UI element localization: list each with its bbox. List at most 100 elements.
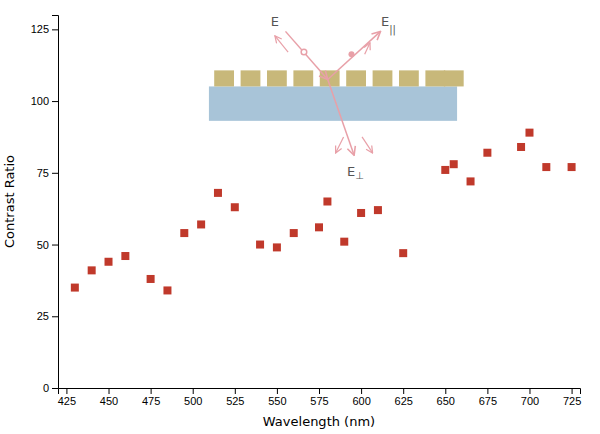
arrow — [275, 36, 288, 52]
tick: 425 — [58, 388, 76, 407]
point — [163, 286, 171, 294]
inset: EE||E⊥ — [209, 14, 464, 180]
nanowire — [214, 70, 234, 86]
point — [121, 252, 129, 260]
tick: 75 — [37, 167, 58, 179]
point — [214, 189, 222, 197]
axis-line — [59, 389, 581, 395]
point — [568, 163, 576, 171]
nanowire — [241, 70, 261, 86]
filled-circle — [348, 51, 354, 57]
tick: 725 — [563, 388, 581, 407]
tick-label: 450 — [100, 395, 118, 407]
tick-label: 625 — [395, 395, 413, 407]
point — [88, 266, 96, 274]
tick-label: 25 — [37, 310, 49, 322]
axis-line — [52, 16, 59, 389]
point — [399, 249, 407, 257]
tick-label: 700 — [521, 395, 539, 407]
points — [71, 129, 576, 295]
chart: 4254504755005255505756006256506757007250… — [0, 0, 600, 434]
point — [525, 129, 533, 137]
tick-mark — [361, 388, 362, 394]
nanowire — [373, 70, 393, 86]
tick: 600 — [352, 388, 370, 407]
point — [231, 203, 239, 211]
point — [105, 258, 113, 266]
tick: 100 — [31, 95, 58, 107]
x-axis-title: Wavelength (nm) — [263, 414, 375, 429]
tick: 475 — [142, 388, 160, 407]
nanowire — [346, 70, 366, 86]
tick-label: 675 — [479, 395, 497, 407]
point — [147, 275, 155, 283]
tick-mark — [277, 388, 278, 394]
plot: 4254504755005255505756006256506757007250… — [31, 16, 582, 407]
point — [197, 220, 205, 228]
annotation: E⊥ — [347, 163, 364, 180]
tick-mark — [52, 29, 58, 30]
tick: 675 — [479, 388, 497, 407]
tick-label: 50 — [37, 239, 49, 251]
nanowire — [399, 70, 419, 86]
point — [357, 209, 365, 217]
tick-label: 500 — [184, 395, 202, 407]
tick: 25 — [37, 310, 58, 322]
y-axis: 0 25 50 75 100 125 — [31, 16, 59, 395]
tick: 500 — [184, 388, 202, 407]
point — [256, 241, 264, 249]
substrate — [209, 86, 457, 120]
tick-label: 600 — [352, 395, 370, 407]
tick: 125 — [31, 23, 58, 35]
open-circle — [301, 49, 307, 55]
tick-mark — [319, 388, 320, 394]
point — [323, 198, 331, 206]
tick: 700 — [521, 388, 539, 407]
point — [290, 229, 298, 237]
point — [441, 166, 449, 174]
point — [315, 223, 323, 231]
x-axis: 425 450 475 500 525 550 575 600 625 650 675 700 725 — [58, 388, 582, 407]
tick-mark — [529, 388, 530, 394]
tick: 525 — [226, 388, 244, 407]
arrow — [362, 137, 373, 153]
nanowire — [267, 70, 287, 86]
arrow — [336, 137, 344, 153]
y-axis-title: Contrast Ratio — [2, 155, 17, 248]
point — [542, 163, 550, 171]
tick-label: 475 — [142, 395, 160, 407]
point — [450, 160, 458, 168]
tick-label: 100 — [31, 95, 49, 107]
tick-label: 425 — [58, 395, 76, 407]
nanowire — [293, 70, 313, 86]
point — [273, 243, 281, 251]
nanowire — [444, 70, 464, 86]
tick-mark — [109, 388, 110, 394]
tick: 550 — [268, 388, 286, 407]
tick-mark — [193, 388, 194, 394]
annotation: E — [271, 14, 279, 29]
arrow — [285, 31, 327, 79]
tick-label: 125 — [31, 23, 49, 35]
point — [180, 229, 188, 237]
tick-label: 0 — [43, 382, 49, 394]
tick-mark — [66, 388, 67, 394]
point — [340, 238, 348, 246]
point — [71, 284, 79, 292]
tick-mark — [445, 388, 446, 394]
tick: 450 — [100, 388, 118, 407]
tick-label: 575 — [310, 395, 328, 407]
tick: 625 — [395, 388, 413, 407]
tick: 575 — [310, 388, 328, 407]
arrow — [328, 31, 381, 79]
tick-mark — [52, 101, 58, 102]
tick: 650 — [437, 388, 455, 407]
nanowire — [425, 70, 445, 86]
tick-label: 525 — [226, 395, 244, 407]
point — [483, 149, 491, 157]
tick: 0 — [43, 382, 58, 394]
tick-mark — [52, 388, 58, 389]
tick-mark — [572, 388, 573, 394]
tick-mark — [52, 245, 58, 246]
tick-label: 75 — [37, 167, 49, 179]
